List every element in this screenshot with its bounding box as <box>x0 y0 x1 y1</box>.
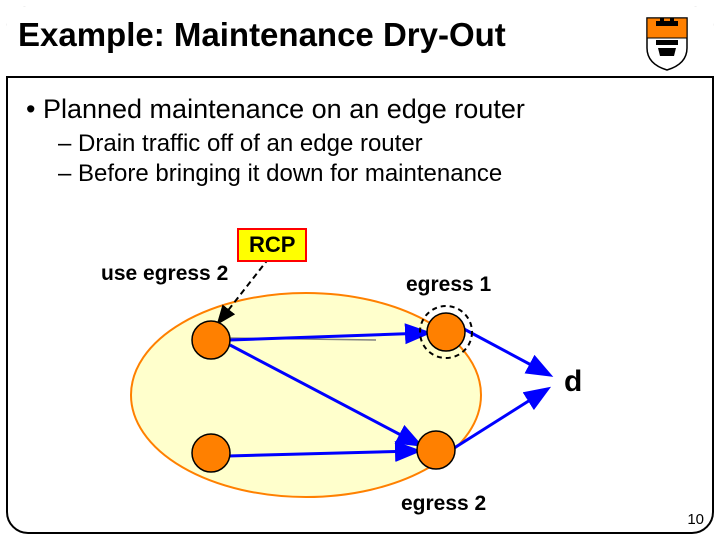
d-label: d <box>564 365 582 399</box>
egress2-label: egress 2 <box>401 492 486 516</box>
bullet-sub-1: Drain traffic off of an edge router <box>58 130 423 158</box>
network-diagram: RCP use egress 2 egress 1 egress 2 d <box>6 200 714 534</box>
rcp-box: RCP <box>237 228 307 262</box>
princeton-logo-icon <box>642 16 692 72</box>
diagram-svg <box>6 200 714 534</box>
slide-title: Example: Maintenance Dry-Out <box>18 16 506 54</box>
content-area: Planned maintenance on an edge router Dr… <box>6 80 714 534</box>
bullet-main: Planned maintenance on an edge router <box>26 94 525 125</box>
egress1-label: egress 1 <box>406 273 491 297</box>
header: Example: Maintenance Dry-Out <box>6 6 714 78</box>
use-egress-label: use egress 2 <box>101 262 228 286</box>
slide-number: 10 <box>687 511 704 528</box>
bullet-sub-2: Before bringing it down for maintenance <box>58 160 502 188</box>
